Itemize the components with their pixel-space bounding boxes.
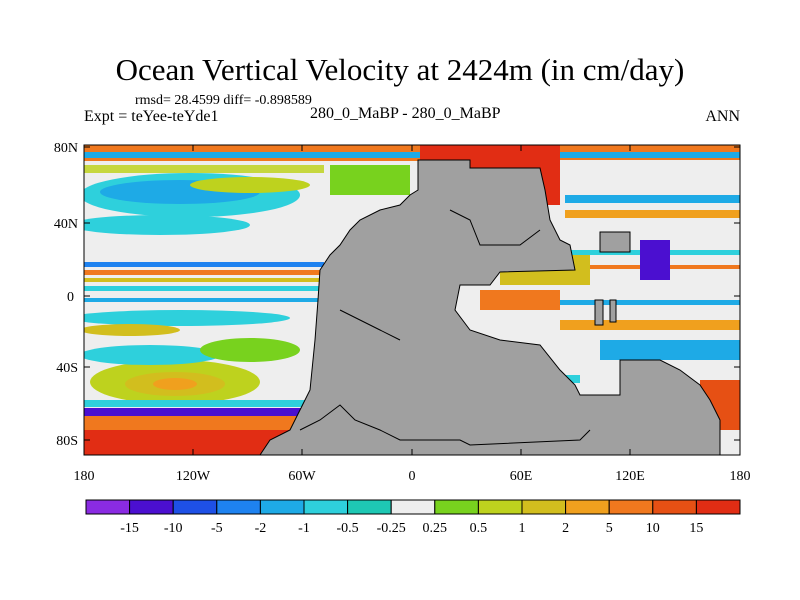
- east-ocean-field: [480, 160, 740, 430]
- colorbar-swatch: [216, 499, 261, 515]
- experiment-label: Expt = teYee-teYde1: [84, 108, 219, 125]
- colorbar-label: 5: [606, 521, 613, 536]
- colorbar-swatch: [565, 499, 610, 515]
- period-subtitle: 280_0_MaBP - 280_0_MaBP: [310, 105, 501, 122]
- colorbar-swatch: [521, 499, 567, 515]
- colorbar-swatch: [434, 499, 479, 515]
- colorbar-swatch: [347, 499, 392, 515]
- season-label: ANN: [705, 108, 740, 125]
- colorbar-label: 10: [646, 521, 660, 536]
- colorbar-swatch: [259, 499, 305, 515]
- colorbar-swatch: [652, 499, 697, 515]
- colorbar-swatch: [477, 499, 523, 515]
- colorbar-label: -10: [164, 521, 183, 536]
- colorbar-swatch: [695, 499, 741, 515]
- colorbar-label: 0.5: [470, 521, 488, 536]
- latitude-axis: 80N 40N 0 40S 80S: [54, 141, 740, 449]
- colorbar-swatch: [390, 499, 436, 515]
- lat-label-40s: 40S: [56, 361, 78, 376]
- lon-label-180w: 180: [74, 469, 95, 484]
- colorbar-swatch: [303, 499, 349, 515]
- colorbar-label: -0.5: [337, 521, 359, 536]
- longitude-axis: 180 120W 60W 0 60E 120E 180: [74, 145, 751, 484]
- colorbar-swatch: [172, 499, 218, 515]
- coastline-detail: [299, 209, 591, 446]
- lon-label-60w: 60W: [288, 469, 316, 484]
- lat-label-80s: 80S: [56, 434, 78, 449]
- colorbar-label: -0.25: [377, 521, 406, 536]
- lon-label-0: 0: [409, 469, 416, 484]
- plot-title: Ocean Vertical Velocity at 2424m (in cm/…: [115, 52, 685, 87]
- colorbar-label: 15: [689, 521, 703, 536]
- map-field: [84, 145, 740, 455]
- colorbar-swatch: [129, 499, 174, 515]
- colorbar-label: 0.25: [423, 521, 448, 536]
- colorbar-swatch: [608, 499, 654, 515]
- pacific-field: [84, 165, 324, 404]
- lon-label-180e: 180: [730, 469, 751, 484]
- lat-label-80n: 80N: [54, 141, 78, 156]
- colorbar-label: -2: [255, 521, 267, 536]
- lat-label-40n: 40N: [54, 217, 78, 232]
- colorbar: -15 -10 -5 -2 -1 -0.5 -0.25 0.25 0.5 1 2 5 10 15: [85, 499, 741, 536]
- colorbar-label: 1: [519, 521, 526, 536]
- lon-label-120w: 120W: [176, 469, 211, 484]
- colorbar-label: -15: [120, 521, 139, 536]
- lat-label-0: 0: [67, 290, 74, 305]
- colorbar-label: 2: [562, 521, 569, 536]
- colorbar-label: -1: [298, 521, 310, 536]
- lon-label-60e: 60E: [510, 469, 533, 484]
- land-masses: [259, 159, 721, 455]
- colorbar-label: -5: [211, 521, 223, 536]
- colorbar-swatch: [85, 499, 131, 515]
- lon-label-120e: 120E: [615, 469, 645, 484]
- rmsd-stats: rmsd= 28.4599 diff= -0.898589: [135, 93, 312, 108]
